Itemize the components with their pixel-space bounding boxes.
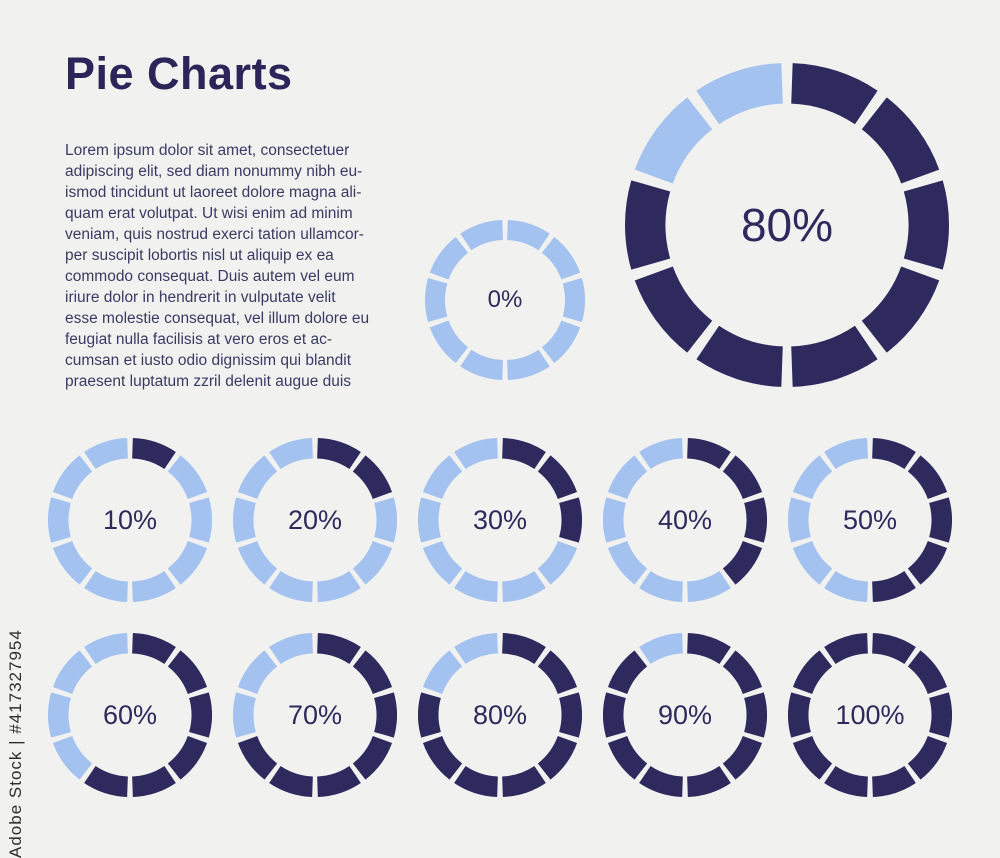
donut-chart-50pct: 50% (788, 438, 952, 602)
donut-chart-60pct: 60% (48, 633, 212, 797)
donut-chart-80pct-large: 80% (625, 63, 949, 387)
page-title: Pie Charts (65, 48, 293, 99)
percent-label: 90% (657, 699, 713, 730)
donut-ring (233, 633, 397, 797)
donut-ring (48, 438, 212, 602)
percent-label: 0% (487, 286, 523, 313)
donut-chart-0pct: 0% (425, 220, 585, 380)
intro-paragraph: Lorem ipsum dolor sit amet, consectetuer… (65, 142, 370, 390)
donut-ring (788, 438, 952, 602)
donut-chart-40pct: 40% (603, 438, 767, 602)
donut-ring (418, 438, 582, 602)
stock-watermark: Adobe Stock | #417327954 (6, 629, 25, 858)
percent-label: 80% (472, 699, 528, 730)
percent-label: 40% (657, 504, 713, 535)
donut-chart-10pct: 10% (48, 438, 212, 602)
percent-label: 50% (842, 504, 898, 535)
donut-chart-70pct: 70% (233, 633, 397, 797)
donut-chart-100pct: 100% (788, 633, 952, 797)
donut-chart-20pct: 20% (233, 438, 397, 602)
donut-ring (233, 438, 397, 602)
donut-ring (48, 633, 212, 797)
donut-ring (625, 63, 949, 387)
percent-label: 70% (287, 699, 343, 730)
donut-chart-90pct: 90% (603, 633, 767, 797)
percent-label: 20% (287, 504, 343, 535)
percent-label: 30% (472, 504, 528, 535)
donut-chart-80pct: 80% (418, 633, 582, 797)
donut-ring (603, 438, 767, 602)
percent-label: 80% (740, 199, 834, 251)
donut-ring (603, 633, 767, 797)
donut-ring (425, 220, 585, 380)
donut-ring (788, 633, 952, 797)
percent-label: 60% (102, 699, 158, 730)
percent-label: 100% (835, 699, 905, 730)
donut-ring (418, 633, 582, 797)
percent-label: 10% (102, 504, 158, 535)
donut-chart-30pct: 30% (418, 438, 582, 602)
